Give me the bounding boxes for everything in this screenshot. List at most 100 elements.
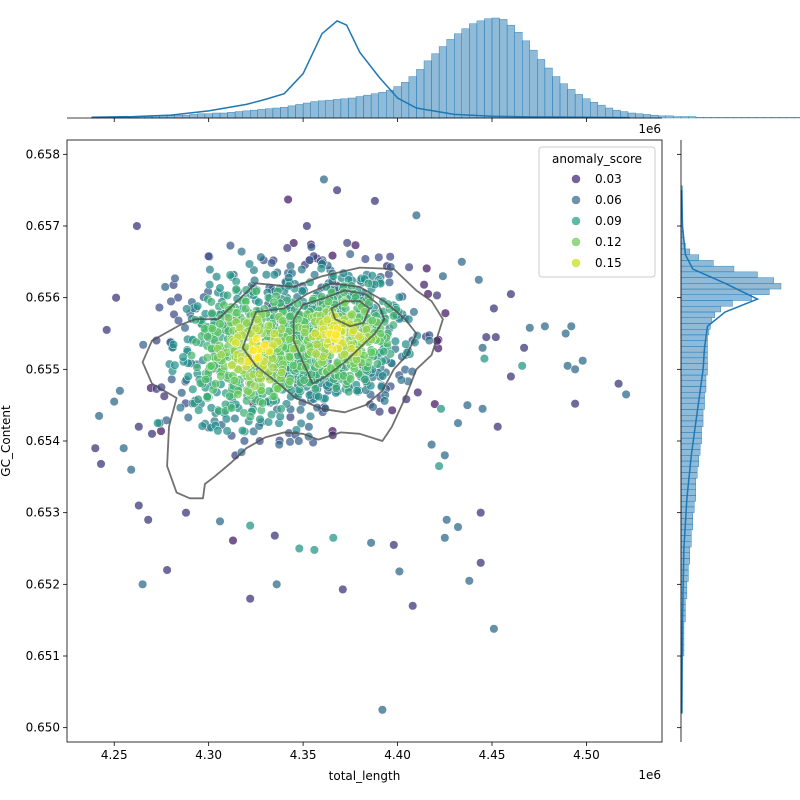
x-axis-ticks: 4.25 4.30 4.35 4.40 4.45 4.50: [101, 742, 600, 762]
kde-contours: [141, 266, 444, 500]
scatter-point-outlier: [215, 516, 225, 526]
top-histogram-bar: [537, 59, 546, 119]
legend-label: 0.03: [595, 172, 622, 186]
scatter-point: [254, 353, 264, 363]
top-histogram-bar: [280, 107, 289, 119]
right-histogram-bar: [680, 403, 705, 410]
scatter-point: [350, 240, 361, 250]
top-histogram-bar: [778, 117, 787, 119]
scatter-point-outlier: [506, 371, 516, 382]
scatter-point: [223, 313, 233, 323]
scatter-point: [306, 242, 316, 252]
top-histogram-bar: [227, 112, 236, 119]
scatter-point: [205, 265, 215, 275]
scatter-point: [267, 258, 277, 268]
scatter-point: [237, 426, 248, 436]
scatter-point: [297, 264, 307, 274]
scatter-point: [231, 284, 241, 294]
scatter-point: [364, 298, 374, 308]
scatter-point: [203, 332, 213, 342]
top-histogram-bar: [287, 105, 296, 119]
scatter-point-outlier: [147, 429, 157, 439]
scatter-point: [250, 381, 260, 391]
scatter-point: [368, 402, 378, 412]
right-histogram-bar: [680, 564, 689, 571]
top-histogram-bar: [529, 49, 538, 119]
top-histogram-bar: [348, 97, 357, 119]
scatter-point: [305, 411, 316, 421]
scatter-point: [177, 388, 187, 398]
scatter-point: [396, 375, 406, 385]
scatter-point: [256, 252, 266, 262]
scatter-point-outlier: [453, 522, 463, 532]
y-tick-label: 0.651: [26, 649, 60, 663]
scatter-point: [241, 285, 251, 295]
scatter-point: [178, 352, 188, 362]
scatter-point-outlier: [457, 257, 467, 267]
legend-title: anomaly_score: [552, 152, 642, 166]
kde-contour-line: [292, 289, 386, 385]
scatter-point: [285, 311, 295, 322]
scatter-point: [269, 297, 279, 307]
scatter-point: [285, 412, 295, 422]
scatter-point: [231, 276, 241, 287]
scatter-point: [299, 375, 309, 385]
scatter-point: [347, 310, 357, 320]
scatter-point: [239, 436, 249, 446]
scatter-point: [212, 272, 222, 282]
legend-label: 0.09: [595, 214, 622, 228]
top-histogram-bar: [355, 96, 364, 119]
legend-marker: [571, 216, 581, 226]
top-histogram-bar: [794, 117, 800, 119]
scatter-point-outlier: [134, 422, 144, 432]
scatter-point: [430, 399, 440, 409]
scatter-point: [327, 251, 338, 261]
legend-entries: 0.03 0.06 0.09 0.12 0.15: [571, 172, 622, 270]
top-histogram-bar: [318, 100, 326, 119]
scatter-point: [390, 336, 400, 346]
scatter-point-outlier: [272, 579, 282, 589]
scatter-point: [154, 302, 164, 313]
scatter-point-outlier: [489, 303, 499, 313]
scatter-point-outlier: [476, 558, 486, 568]
scatter-point: [346, 344, 356, 354]
scatter-point-outlier: [119, 443, 129, 453]
scatter-point: [278, 316, 288, 326]
scatter-point: [249, 426, 259, 436]
scatter-point: [387, 405, 397, 415]
scatter-point: [229, 375, 239, 385]
scatter-point: [331, 383, 341, 393]
scatter-point-outlier: [394, 566, 404, 576]
right-histogram-bar: [680, 558, 691, 565]
top-histogram-bar: [189, 114, 198, 119]
right-histogram-bar: [680, 449, 701, 456]
right-histogram-bar: [680, 569, 689, 576]
scatter-point-outlier: [436, 404, 446, 414]
top-histogram-bar: [250, 109, 258, 119]
right-histogram-bar: [680, 392, 705, 399]
right-histogram-bar: [680, 397, 705, 404]
scatter-point: [213, 426, 223, 436]
scatter-point-outlier: [389, 540, 399, 550]
top-histogram-bar: [454, 33, 462, 119]
scatter-point: [252, 334, 262, 344]
scatter-point: [215, 319, 225, 329]
scatter-point-outlier: [294, 543, 304, 554]
scatter-point: [285, 437, 295, 447]
scatter-point: [261, 270, 271, 280]
scatter-point: [345, 374, 356, 384]
top-histogram-bar: [219, 112, 228, 119]
scatter-point: [225, 391, 235, 401]
scatter-point-outlier: [493, 422, 503, 432]
scatter-point-outlier: [134, 500, 144, 511]
top-histogram-bar: [635, 113, 644, 119]
top-histogram-bar: [234, 111, 243, 119]
right-histogram-bar: [680, 592, 688, 599]
scatter-point: [192, 362, 202, 373]
x-tick-label: 4.30: [195, 748, 222, 762]
scatter-point: [432, 290, 442, 300]
scatter-point: [264, 320, 274, 331]
scatter-point: [207, 324, 217, 334]
right-histogram-bar: [680, 552, 691, 559]
